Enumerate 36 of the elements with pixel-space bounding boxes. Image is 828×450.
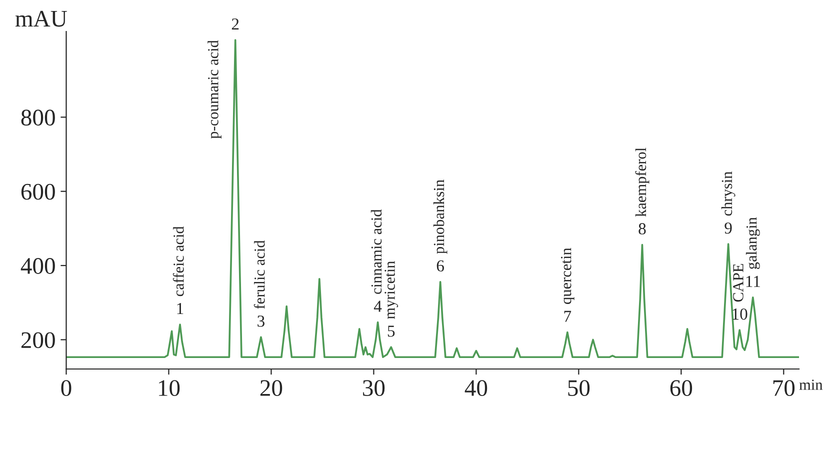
y-tick-label: 400: [20, 258, 55, 274]
annotation: chrysin: [721, 171, 736, 216]
annotation: CAPE: [733, 264, 744, 302]
x-tick-label: 70: [773, 380, 795, 396]
line-series: [66, 39, 800, 358]
x-tick-label: 0: [61, 380, 72, 396]
annotation: 11: [746, 276, 760, 287]
annotation: caffeic acid: [172, 226, 184, 296]
y-tick-label: 800: [21, 110, 55, 126]
annotation: 4: [374, 300, 382, 312]
annotation: 6: [436, 260, 444, 272]
x-tick-label: 10: [159, 380, 180, 396]
annotation: 3: [258, 316, 264, 327]
x-tick-label: 40: [464, 380, 488, 396]
annotation: kaempferol: [635, 148, 650, 217]
annotation: galangin: [746, 217, 760, 269]
annotation: 7: [564, 310, 572, 322]
annotation: 2: [232, 18, 239, 30]
x-tick-label: 50: [568, 380, 590, 396]
y-tick-label: 600: [21, 184, 55, 200]
y-tick-label: 200: [21, 332, 55, 348]
x-axis-title: min: [799, 380, 823, 390]
x-tick-label: 20: [260, 380, 282, 396]
annotation: quercetin: [560, 248, 574, 304]
annotation: 9: [724, 222, 732, 234]
y-axis-title: mAU: [15, 10, 67, 27]
annotation: ferulic acid: [254, 240, 265, 309]
annotation: 5: [388, 326, 395, 337]
annotation: 1: [177, 303, 184, 314]
annotation: cinnamic acid: [370, 209, 382, 294]
annotation: p-coumaric acid: [208, 40, 222, 139]
x-tick-label: 60: [670, 380, 692, 396]
x-tick-label: 30: [363, 380, 385, 396]
annotation: pinobanksin: [433, 180, 448, 254]
annotation: 8: [638, 223, 646, 234]
annotation: myricetin: [384, 261, 398, 320]
